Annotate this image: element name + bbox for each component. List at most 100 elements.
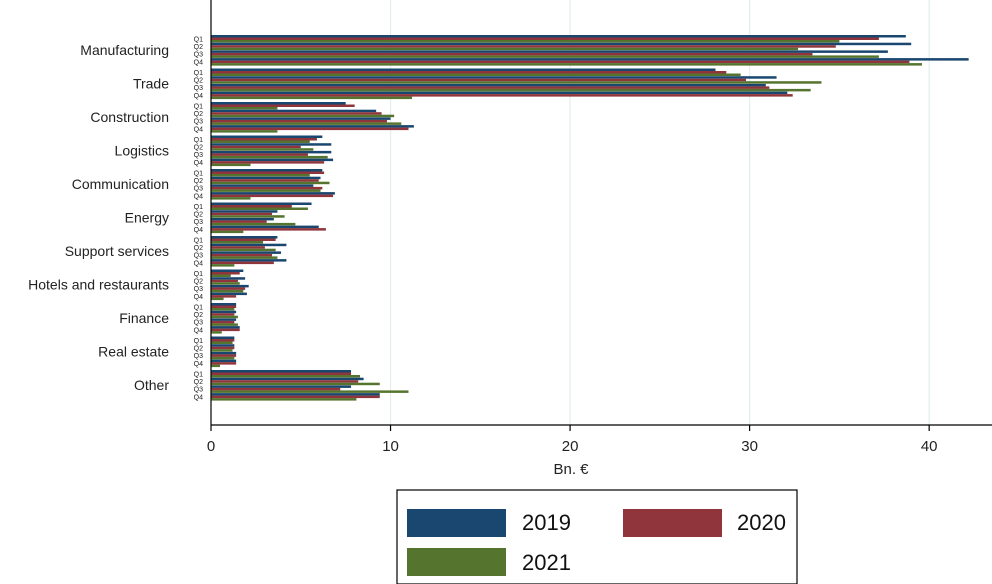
- bar: [211, 117, 391, 120]
- bar: [211, 243, 287, 247]
- quarter-label: Q2: [194, 44, 203, 51]
- quarter-label: Q3: [194, 387, 203, 394]
- x-tick-label: 20: [562, 438, 579, 455]
- bar: [211, 395, 380, 399]
- bar: [211, 81, 822, 84]
- bar: [211, 393, 380, 396]
- quarter-label: Q1: [194, 338, 203, 345]
- quarter-label: Q2: [194, 379, 203, 386]
- legend-label: 2019: [522, 510, 571, 535]
- quarter-label: Q3: [194, 85, 203, 92]
- bar: [211, 246, 265, 249]
- quarter-label: Q1: [194, 371, 203, 378]
- bar: [211, 145, 301, 149]
- quarter-label: Q1: [194, 237, 203, 244]
- bar: [211, 140, 310, 143]
- quarter-label: Q3: [194, 119, 203, 126]
- bar: [211, 287, 246, 290]
- bar: [211, 261, 274, 265]
- bar: [211, 174, 310, 177]
- bar: [211, 52, 813, 56]
- quarter-label: Q3: [194, 320, 203, 327]
- bar: [211, 76, 777, 79]
- bar: [211, 282, 240, 285]
- quarter-label: Q4: [194, 294, 203, 301]
- bar: [211, 331, 222, 334]
- bar: [211, 225, 319, 229]
- bar: [211, 279, 238, 283]
- bar: [211, 107, 278, 110]
- bar: [211, 277, 246, 280]
- bar: [211, 148, 314, 151]
- quarter-label: Q2: [194, 111, 203, 118]
- bar: [211, 192, 335, 195]
- bar: [211, 236, 278, 239]
- bar: [211, 362, 237, 365]
- bar: [211, 344, 235, 347]
- bar: [211, 220, 267, 223]
- bar: [211, 104, 355, 107]
- quarter-label: Q2: [194, 278, 203, 285]
- bar: [211, 181, 330, 185]
- bar: [211, 205, 292, 208]
- bar: [211, 382, 380, 386]
- quarter-label: Q4: [194, 394, 203, 401]
- bar: [211, 155, 328, 159]
- x-tick-label: 30: [741, 438, 758, 455]
- quarter-label: Q2: [194, 345, 203, 352]
- bar: [211, 320, 235, 324]
- bar: [211, 318, 237, 321]
- bar: [211, 241, 264, 244]
- bar: [211, 346, 235, 350]
- legend-label: 2020: [737, 510, 786, 535]
- bar: [211, 341, 233, 344]
- category-label: Finance: [119, 310, 169, 326]
- bar: [211, 86, 770, 89]
- quarter-label: Q2: [194, 144, 203, 151]
- bar: [211, 289, 244, 293]
- bar: [211, 169, 323, 172]
- quarter-label: Q3: [194, 52, 203, 59]
- bar: [211, 385, 352, 388]
- category-label: Support services: [65, 243, 169, 259]
- bar: [211, 326, 240, 329]
- quarter-label: Q1: [194, 304, 203, 311]
- bar: [211, 37, 879, 40]
- bar: [211, 336, 235, 339]
- bar: [211, 114, 395, 118]
- bar: [211, 83, 766, 87]
- quarter-label: Q3: [194, 186, 203, 193]
- quarter-label: Q3: [194, 353, 203, 360]
- bar: [211, 284, 249, 288]
- bar: [211, 375, 361, 378]
- bar: [211, 256, 278, 259]
- bar: [211, 354, 237, 357]
- bar: [211, 313, 235, 316]
- bars: [211, 35, 969, 401]
- bar: [211, 60, 910, 64]
- bar: [211, 163, 251, 167]
- bar: [211, 377, 364, 381]
- bar: [211, 109, 377, 113]
- bar: [211, 47, 799, 51]
- bar: [211, 305, 237, 308]
- category-label: Other: [134, 377, 169, 393]
- bar: [211, 370, 352, 373]
- quarter-label: Q3: [194, 286, 203, 293]
- quarter-label: Q4: [194, 93, 203, 100]
- bar: [211, 251, 282, 254]
- quarter-label: Q2: [194, 77, 203, 84]
- bar: [211, 40, 840, 43]
- bar: [211, 328, 240, 332]
- quarter-label: Q2: [194, 245, 203, 252]
- bar: [211, 230, 244, 234]
- quarter-label: Q2: [194, 178, 203, 185]
- quarter-label: Q2: [194, 211, 203, 218]
- bar: [211, 339, 235, 342]
- category-label: Hotels and restaurants: [28, 277, 169, 293]
- quarter-label: Q1: [194, 137, 203, 144]
- bar: [211, 135, 323, 138]
- bar: [211, 259, 287, 262]
- bar: [211, 119, 387, 123]
